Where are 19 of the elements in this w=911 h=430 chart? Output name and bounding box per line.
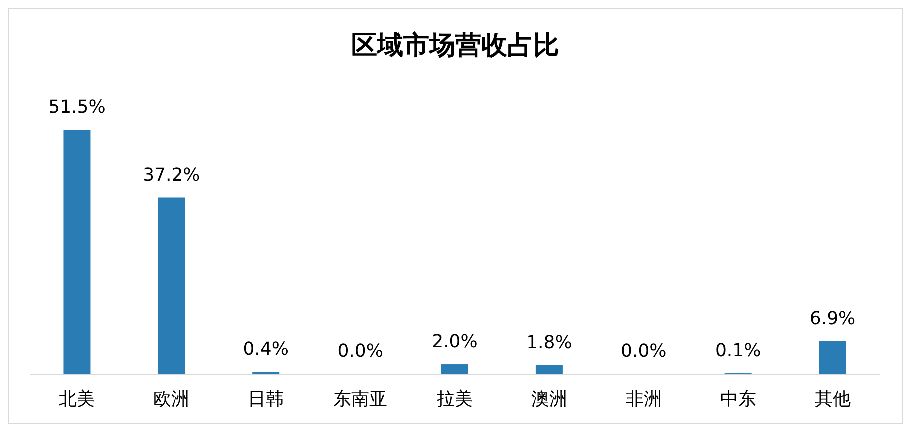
data-label: 51.5% — [48, 97, 106, 118]
data-label: 0.1% — [715, 340, 762, 362]
data-label: 0.4% — [243, 339, 289, 360]
x-tick-label: 欧洲 — [154, 389, 190, 410]
chart-title: 区域市场营收占比 — [352, 31, 560, 61]
x-tick-label: 北美 — [59, 389, 96, 410]
data-label: 2.0% — [432, 332, 478, 353]
data-label: 0.0% — [621, 341, 667, 362]
data-label: 1.8% — [526, 332, 572, 354]
x-tick-label: 澳洲 — [531, 389, 568, 410]
x-tick-label: 日韩 — [248, 389, 284, 410]
data-label: 0.0% — [338, 341, 384, 362]
x-tick-label: 其他 — [814, 389, 851, 410]
x-tick-label: 非洲 — [626, 389, 662, 410]
data-label: 6.9% — [810, 308, 856, 330]
x-tick-label: 拉美 — [437, 389, 473, 410]
x-tick-label: 中东 — [720, 389, 756, 410]
data-label: 37.2% — [143, 164, 200, 186]
x-tick-label: 东南亚 — [334, 389, 388, 410]
